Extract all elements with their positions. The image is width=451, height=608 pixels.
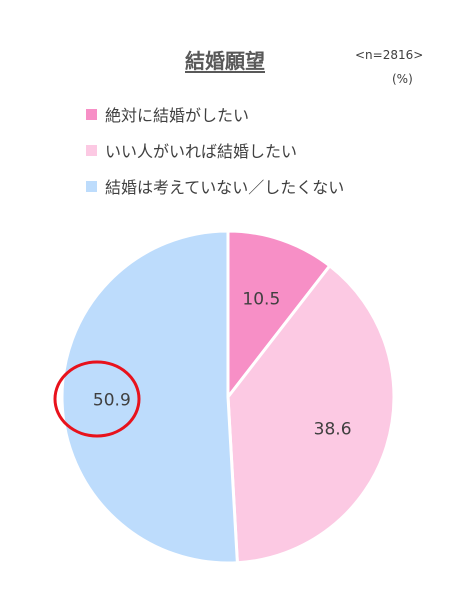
data-label: 10.5 <box>242 290 280 310</box>
pie-slice <box>60 229 239 565</box>
legend-item: 絶対に結婚がしたい <box>86 96 344 132</box>
legend-label: いい人がいれば結婚したい <box>105 142 298 161</box>
legend-swatch <box>86 108 97 120</box>
legend-item: いい人がいれば結婚したい <box>86 132 344 168</box>
chart-legend: 絶対に結婚がしたい いい人がいれば結婚したい 結婚は考えていない／したくない <box>86 96 344 204</box>
legend-item: 結婚は考えていない／したくない <box>86 168 344 204</box>
pie-slice <box>226 229 332 402</box>
highlight-circle <box>53 360 141 438</box>
chart-title: 結婚願望 <box>185 49 265 73</box>
legend-label: 結婚は考えていない／したくない <box>105 178 345 197</box>
legend-swatch <box>86 144 97 156</box>
legend-label: 絶対に結婚がしたい <box>105 106 250 125</box>
pie-slice <box>226 263 396 565</box>
data-label: 38.6 <box>314 420 352 440</box>
legend-swatch <box>86 180 97 192</box>
data-label: 50.9 <box>93 390 131 410</box>
unit-label: (%) <box>392 72 413 86</box>
sample-size-note: <n=2816> <box>355 48 424 62</box>
